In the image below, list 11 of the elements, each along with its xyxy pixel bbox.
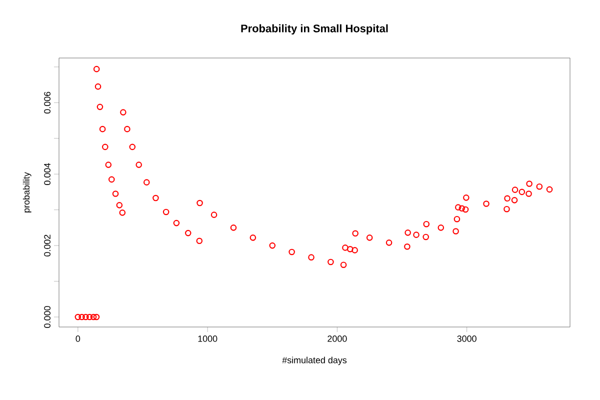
y-tick-label: 0.004 xyxy=(44,163,50,185)
y-tick-label: 0.000 xyxy=(44,306,50,328)
y-axis-title: probability xyxy=(22,172,32,212)
x-tick-label: 1000 xyxy=(198,336,218,342)
x-tick-label: 2000 xyxy=(328,336,347,342)
y-tick-label: 0.002 xyxy=(44,234,50,256)
x-tick-label: 0 xyxy=(76,336,80,342)
x-tick-label: 3000 xyxy=(457,336,476,342)
chart-title: Probability in Small Hospital xyxy=(241,24,388,34)
y-tick-label: 0.006 xyxy=(44,92,50,114)
x-axis-title: #simulated days xyxy=(282,356,347,366)
